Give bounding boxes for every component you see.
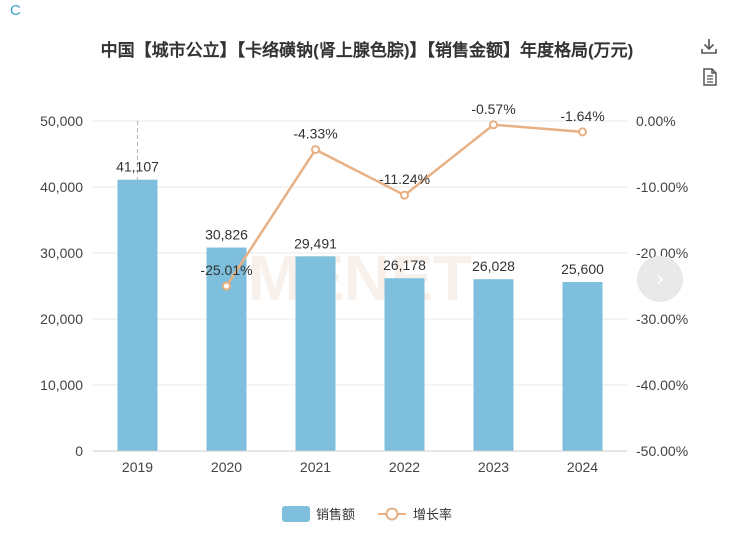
growth-value-label: -4.33% <box>293 126 337 142</box>
label-layer: 41,107 30,826 29,491 26,178 26,028 25,600 -25.… <box>116 101 605 278</box>
watermark: MENET <box>248 242 472 314</box>
bar-value-label: 25,600 <box>561 261 604 277</box>
line-layer <box>222 120 587 291</box>
bar <box>117 179 158 452</box>
legend-sales-label: 销售额 <box>315 507 355 522</box>
legend-item-sales[interactable]: 销售额 <box>281 504 355 523</box>
chart-title: 中国【城市公立】【卡络磺钠(肾上腺色腙)】【销售金额】年度格局(万元) <box>100 41 634 60</box>
x-tick-label: 2021 <box>300 459 331 475</box>
y-right-tick-label: -20.00% <box>636 245 688 261</box>
bar <box>206 247 247 451</box>
chevron-right-icon: › <box>656 267 664 290</box>
growth-value-label: -0.57% <box>471 101 515 117</box>
bar-value-label: 26,028 <box>472 258 515 274</box>
legend-growth-label: 增长率 <box>413 507 453 522</box>
y-left-tick-label: 30,000 <box>40 245 83 261</box>
growth-point <box>222 281 231 291</box>
growth-point <box>311 145 320 155</box>
download-icon[interactable] <box>699 36 719 56</box>
grid-layer <box>93 120 627 451</box>
y-left-tick-label: 20,000 <box>40 311 83 327</box>
y-right-tick-label: -40.00% <box>636 377 688 393</box>
bar-layer <box>117 179 603 452</box>
y-left-tick-label: 50,000 <box>40 113 83 129</box>
y-right-tick-label: -30.00% <box>636 311 688 327</box>
bar-value-label: 26,178 <box>383 257 426 273</box>
bar <box>295 256 336 451</box>
corner-mark: C <box>10 2 21 19</box>
legend-bar-swatch <box>281 505 310 522</box>
growth-value-label: -25.01% <box>200 262 252 278</box>
growth-value-label: -11.24% <box>379 171 430 187</box>
bar <box>473 279 514 451</box>
x-tick-label: 2019 <box>122 459 153 475</box>
legend-item-growth[interactable]: 增长率 <box>377 504 452 523</box>
bar-value-label: 29,491 <box>294 235 337 251</box>
legend-line-swatch <box>378 507 406 520</box>
y-left-tick-label: 0 <box>75 443 83 459</box>
growth-point <box>489 120 498 130</box>
growth-value-label: -1.64% <box>560 108 604 124</box>
document-icon[interactable] <box>701 67 719 87</box>
growth-point <box>578 127 587 137</box>
y-left-tick-label: 10,000 <box>40 377 83 393</box>
growth-point <box>400 190 409 200</box>
x-tick-label: 2024 <box>567 459 598 475</box>
y-right-tick-label: -10.00% <box>636 179 688 195</box>
legend: 销售额 增长率 <box>0 504 734 523</box>
x-tick-label: 2020 <box>211 459 242 475</box>
bar-value-label: 41,107 <box>116 159 159 175</box>
y-right-tick-label: 0.00% <box>636 113 676 129</box>
y-right-tick-label: -50.00% <box>636 443 688 459</box>
x-tick-label: 2022 <box>389 459 420 475</box>
axis-layer: 0 -50.00% 10,000 -40.00% 20,000 -30.00% 30,000… <box>40 113 688 475</box>
y-left-tick-label: 40,000 <box>40 179 83 195</box>
x-tick-label: 2023 <box>478 459 509 475</box>
bar-value-label: 30,826 <box>205 227 248 243</box>
bar <box>384 278 425 451</box>
next-page-button[interactable]: › <box>637 256 683 302</box>
bar <box>562 282 603 451</box>
